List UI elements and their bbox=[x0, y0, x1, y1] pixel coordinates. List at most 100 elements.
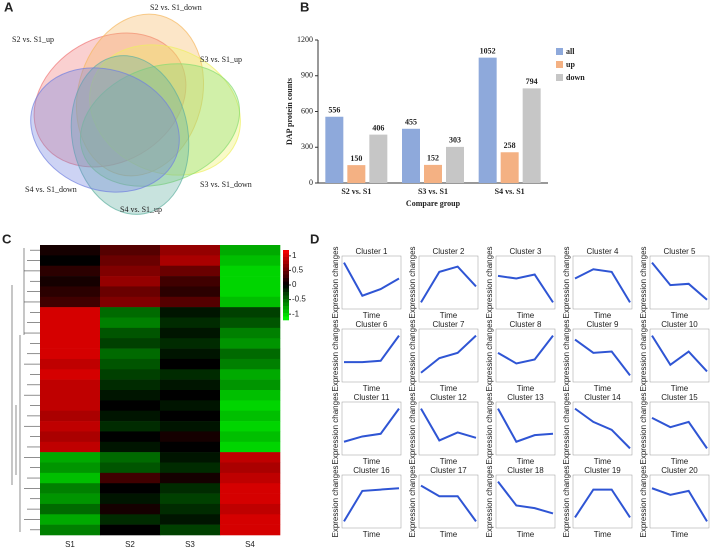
cluster-frame bbox=[418, 401, 479, 456]
colorbar-label: -1 bbox=[292, 309, 300, 318]
bar bbox=[369, 134, 388, 183]
column-label: S4 bbox=[245, 540, 255, 549]
cluster-title: Cluster 19 bbox=[584, 466, 621, 475]
colorbar-step bbox=[283, 299, 289, 303]
heatmap-cell bbox=[220, 503, 281, 515]
heatmap-cell bbox=[100, 358, 161, 370]
colorbar-step bbox=[283, 302, 289, 307]
x-tick-label: S2 vs. S1 bbox=[341, 187, 371, 196]
cluster-frame bbox=[341, 474, 402, 529]
cluster-title: Cluster 10 bbox=[661, 320, 698, 329]
heatmap-cell bbox=[100, 410, 161, 422]
heatmap-cell bbox=[160, 472, 221, 484]
venn-label: S4 vs. S1_up bbox=[120, 205, 162, 214]
cluster-y-title: Expression changes bbox=[408, 465, 417, 537]
value-label: 258 bbox=[504, 141, 516, 150]
value-label: 794 bbox=[526, 77, 538, 86]
heatmap-cell bbox=[40, 265, 101, 277]
heatmap-cell bbox=[160, 390, 221, 401]
cluster-frame bbox=[495, 255, 556, 310]
value-label: 303 bbox=[449, 136, 461, 145]
cluster-frame bbox=[341, 328, 402, 383]
heatmap-cell bbox=[40, 379, 101, 391]
heatmap-cell bbox=[160, 348, 221, 360]
heatmap-cell bbox=[160, 452, 221, 463]
y-axis-title: DAP protein counts bbox=[285, 78, 294, 145]
colorbar-label: -0.5 bbox=[292, 295, 306, 304]
cluster-y-title: Expression changes bbox=[485, 246, 494, 318]
panel-letter: D bbox=[310, 231, 319, 246]
cluster-y-title: Expression changes bbox=[562, 465, 571, 537]
cluster-y-title: Expression changes bbox=[485, 319, 494, 391]
heatmap-cell bbox=[220, 296, 281, 308]
cluster-x-title: Time bbox=[594, 311, 612, 320]
colorbar-step bbox=[283, 292, 289, 296]
heatmap-cell bbox=[160, 255, 221, 267]
bar bbox=[446, 146, 464, 183]
heatmap-cell bbox=[160, 296, 221, 308]
colorbar-step bbox=[283, 285, 289, 289]
heatmap-cell bbox=[40, 390, 101, 401]
heatmap-cell bbox=[220, 276, 281, 287]
x-tick-label: S3 vs. S1 bbox=[418, 187, 448, 196]
heatmap-cell bbox=[220, 524, 281, 536]
cluster-frame bbox=[572, 328, 633, 383]
heatmap-cell bbox=[100, 307, 161, 318]
bar bbox=[500, 152, 519, 183]
colorbar-step bbox=[283, 306, 289, 310]
heatmap-cell bbox=[160, 503, 221, 515]
cluster-y-title: Expression changes bbox=[562, 319, 571, 391]
cluster-x-title: Time bbox=[440, 311, 458, 320]
heatmap-cell bbox=[160, 358, 221, 370]
heatmap-cell bbox=[160, 431, 221, 443]
cluster-title: Cluster 2 bbox=[432, 247, 465, 256]
cluster-y-title: Expression changes bbox=[639, 392, 648, 464]
cluster-line bbox=[574, 407, 631, 450]
heatmap-cell bbox=[160, 421, 221, 432]
heatmap-cell bbox=[100, 514, 161, 525]
venn-label: S4 vs. S1_down bbox=[25, 185, 77, 194]
cluster-title: Cluster 16 bbox=[353, 466, 390, 475]
heatmap-cell bbox=[40, 276, 101, 287]
cluster-x-title: Time bbox=[440, 457, 458, 466]
cluster-y-title: Expression changes bbox=[485, 465, 494, 537]
heatmap-cell bbox=[100, 483, 161, 494]
heatmap-cell bbox=[100, 327, 161, 339]
panel-letter: B bbox=[300, 0, 309, 14]
legend-label: up bbox=[566, 60, 575, 69]
heatmap-cell bbox=[100, 296, 161, 308]
cluster-x-title: Time bbox=[363, 530, 381, 539]
colorbar-label: 1 bbox=[292, 251, 297, 260]
colorbar-step bbox=[283, 288, 289, 293]
value-label: 556 bbox=[328, 106, 340, 115]
heatmap-cell bbox=[220, 348, 281, 360]
cluster-line bbox=[497, 408, 554, 443]
heatmap-cell bbox=[220, 286, 281, 298]
cluster-title: Cluster 8 bbox=[509, 320, 542, 329]
cluster-line bbox=[574, 488, 631, 518]
cluster-x-title: Time bbox=[440, 530, 458, 539]
heatmap-cell bbox=[40, 452, 101, 463]
heatmap-cell bbox=[220, 514, 281, 525]
cluster-title: Cluster 20 bbox=[661, 466, 698, 475]
bar bbox=[402, 128, 420, 183]
y-tick-label: 0 bbox=[309, 178, 313, 187]
cluster-title: Cluster 18 bbox=[507, 466, 544, 475]
heatmap-cell bbox=[40, 245, 101, 256]
legend-label: down bbox=[566, 73, 585, 82]
panel-letter: A bbox=[4, 0, 14, 14]
bar bbox=[478, 57, 497, 183]
venn-label: S3 vs. S1_up bbox=[200, 55, 242, 64]
colorbar-step bbox=[283, 309, 289, 314]
heatmap-cell bbox=[220, 400, 281, 412]
cluster-y-title: Expression changes bbox=[331, 465, 340, 537]
cluster-frame bbox=[418, 328, 479, 383]
bar bbox=[347, 165, 366, 183]
heatmap-cell bbox=[160, 410, 221, 422]
colorbar-step bbox=[283, 274, 289, 279]
legend-swatch bbox=[556, 74, 563, 81]
cluster-y-title: Expression changes bbox=[408, 246, 417, 318]
cluster-y-title: Expression changes bbox=[562, 392, 571, 464]
heatmap-cell bbox=[40, 296, 101, 308]
cluster-line bbox=[651, 487, 708, 522]
